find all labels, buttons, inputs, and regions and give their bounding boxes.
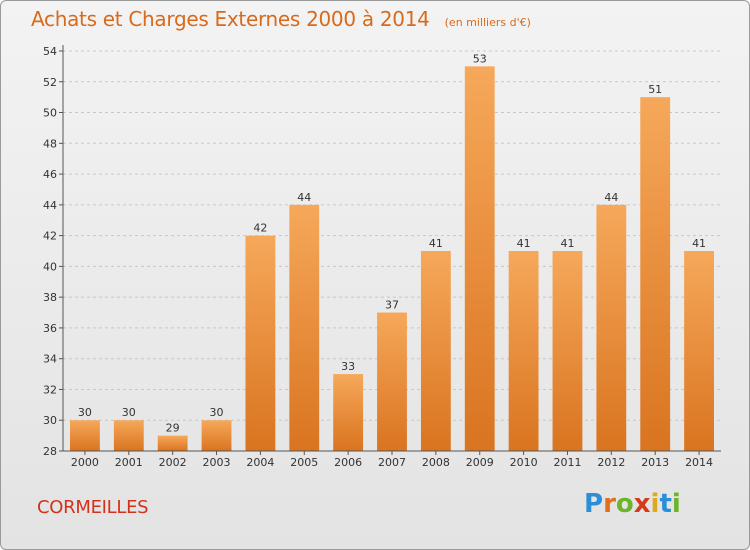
data-label: 44: [297, 191, 311, 204]
x-tick-label: 2011: [553, 456, 581, 469]
data-label: 30: [78, 406, 92, 419]
data-label: 33: [341, 360, 355, 373]
data-label: 41: [692, 237, 706, 250]
x-tick-label: 2006: [334, 456, 362, 469]
data-label: 42: [253, 222, 267, 235]
bar-2005: [289, 204, 320, 451]
data-label: 37: [385, 299, 399, 312]
data-label: 41: [429, 237, 443, 250]
x-tick-label: 2014: [685, 456, 713, 469]
data-label: 41: [517, 237, 531, 250]
y-tick-label: 38: [43, 291, 57, 304]
data-label: 51: [648, 83, 662, 96]
data-label: 53: [473, 52, 487, 65]
data-label: 29: [166, 422, 180, 435]
x-tick-label: 2004: [246, 456, 274, 469]
y-tick-label: 46: [43, 168, 57, 181]
bar-2011: [552, 251, 583, 451]
title-row: Achats et Charges Externes 2000 à 2014 (…: [31, 7, 531, 31]
x-tick-label: 2009: [466, 456, 494, 469]
y-tick-label: 44: [43, 199, 57, 212]
y-tick-label: 30: [43, 414, 57, 427]
data-label: 30: [122, 406, 136, 419]
chart-unit-label: (en milliers d'€): [444, 16, 531, 29]
bars: [70, 66, 714, 452]
x-tick-label: 2000: [71, 456, 99, 469]
chart-title: Achats et Charges Externes 2000 à 2014: [31, 7, 430, 31]
bar-2003: [201, 420, 232, 451]
y-tick-label: 36: [43, 322, 57, 335]
city-name: CORMEILLES: [37, 497, 149, 518]
logo-letter: r: [603, 489, 616, 519]
data-label: 44: [604, 191, 618, 204]
x-tick-label: 2012: [597, 456, 625, 469]
y-tick-label: 50: [43, 107, 57, 120]
x-tick-label: 2005: [290, 456, 318, 469]
x-tick-label: 2001: [115, 456, 143, 469]
y-tick-label: 40: [43, 260, 57, 273]
y-tick-label: 52: [43, 76, 57, 89]
bar-2014: [684, 251, 714, 451]
bar-2010: [508, 251, 539, 451]
y-tick-label: 54: [43, 45, 57, 58]
bar-2012: [596, 204, 627, 451]
y-tick-label: 34: [43, 353, 57, 366]
x-tick-label: 2010: [510, 456, 538, 469]
y-tick-label: 28: [43, 445, 57, 458]
proxiti-logo: Proxiti: [584, 489, 681, 519]
data-labels: 30 30 29 30 42 44 33 37 41 53 41 41 44 51 41: [78, 52, 706, 434]
bar-2008: [420, 251, 451, 451]
y-tick-label: 42: [43, 230, 57, 243]
bar-2002: [157, 435, 188, 451]
x-tick-label: 2008: [422, 456, 450, 469]
data-label: 30: [210, 406, 224, 419]
axes: 28 30 32 34 36 38 40 42 44 46 48 50 52 54 2000 2001 2002…: [43, 45, 721, 469]
bar-2009: [464, 66, 495, 451]
x-tick-label: 2002: [159, 456, 187, 469]
logo-letter: i: [671, 489, 681, 519]
logo-letter: o: [615, 489, 634, 519]
x-tick-label: 2013: [641, 456, 669, 469]
bar-2007: [377, 312, 407, 451]
x-tick-label: 2007: [378, 456, 406, 469]
logo-letter: i: [650, 489, 660, 519]
y-tick-label: 32: [43, 383, 57, 396]
logo-letter: t: [659, 489, 672, 519]
bar-2013: [640, 97, 671, 452]
x-tick-label: 2003: [203, 456, 231, 469]
logo-letter: x: [633, 489, 651, 519]
y-tick-label: 48: [43, 137, 57, 150]
bar-2004: [245, 235, 276, 451]
logo-letter: P: [584, 489, 604, 519]
data-label: 41: [560, 237, 574, 250]
bar-2000: [70, 420, 100, 451]
bar-2001: [113, 420, 144, 451]
bar-2006: [333, 374, 364, 451]
